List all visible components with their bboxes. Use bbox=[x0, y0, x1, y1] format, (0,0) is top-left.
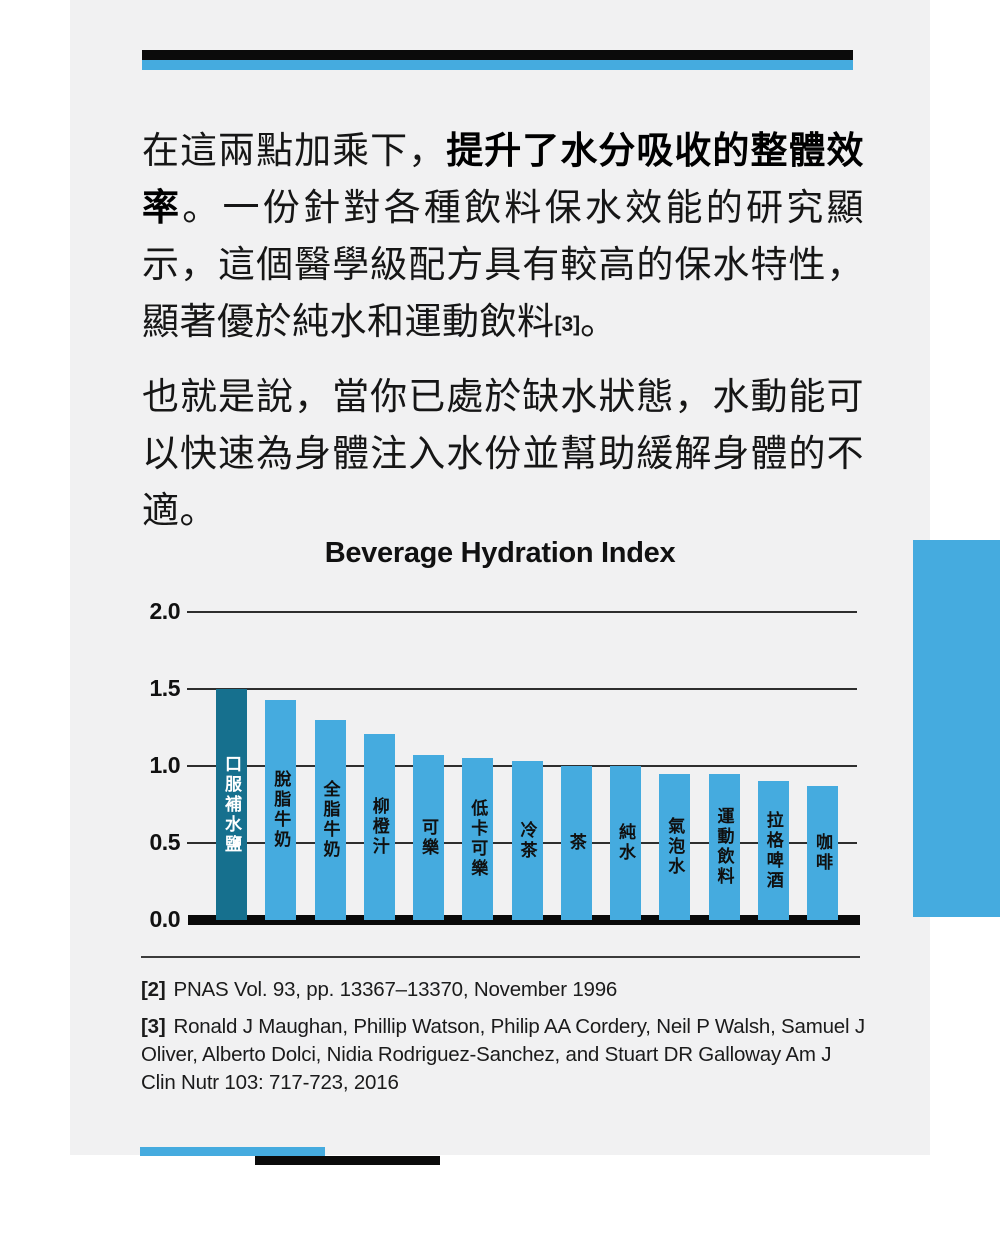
chart-bar-label: 運動飲料 bbox=[714, 807, 734, 887]
top-accent-black-bar bbox=[142, 50, 853, 60]
footnote-divider bbox=[141, 956, 860, 958]
chart-bar-13: 咖啡 bbox=[807, 786, 838, 920]
right-blue-rectangle bbox=[913, 540, 1000, 917]
bottom-accent-blue-bar bbox=[140, 1147, 325, 1156]
y-axis-tick-0.5: 0.5 bbox=[149, 829, 181, 855]
chart-bar-1: 口服補水鹽 bbox=[216, 689, 247, 920]
paragraph-2: 也就是說，當你已處於缺水狀態，水動能可以快速為身體注入水份並幫助緩解身體的不適。 bbox=[142, 376, 864, 531]
chart-bar-8: 茶 bbox=[560, 766, 592, 920]
footnote-2: [2] PNAS Vol. 93, pp. 13367–13370, Novemb… bbox=[141, 976, 869, 1004]
chart-bar-label: 全脂牛奶 bbox=[320, 780, 340, 860]
top-accent-blue-bar bbox=[142, 60, 853, 70]
chart-bar-label: 咖啡 bbox=[813, 833, 832, 873]
bottom-accent-black-bar bbox=[255, 1156, 440, 1165]
hydration-index-bar-chart: 2.0 1.5 1.0 0.5 0.0 口服補水鹽 脫脂牛奶 全脂牛奶 柳橙汁 可樂 低卡可樂 冷茶 茶… bbox=[140, 590, 864, 940]
chart-bar-2: 脫脂牛奶 bbox=[265, 700, 297, 920]
chart-bar-label: 純水 bbox=[616, 823, 635, 863]
chart-bar-12: 拉格啤酒 bbox=[757, 781, 789, 920]
gridline-2.0 bbox=[187, 611, 857, 613]
chart-bar-5: 可樂 bbox=[413, 755, 444, 920]
paragraph-1: 在這兩點加乘下，提升了水分吸收的整體效率。一份針對各種飲料保水效能的研究顯示，這… bbox=[142, 130, 865, 342]
chart-bar-10: 氣泡水 bbox=[659, 774, 691, 920]
chart-bar-6: 低卡可樂 bbox=[462, 758, 494, 920]
chart-bar-label: 冷茶 bbox=[517, 820, 537, 861]
footnote-3: [3] Ronald J Maughan, Phillip Watson, Phi… bbox=[141, 1013, 869, 1097]
chart-bar-3: 全脂牛奶 bbox=[314, 720, 346, 920]
chart-bar-9: 純水 bbox=[610, 766, 641, 920]
gridline-1.5 bbox=[187, 688, 857, 690]
footnote-3-text: Ronald J Maughan, Phillip Watson, Philip… bbox=[141, 1015, 865, 1094]
footnote-ref-inline: [3] bbox=[554, 313, 581, 336]
y-axis-tick-2.0: 2.0 bbox=[149, 598, 181, 624]
y-axis-tick-0.0: 0.0 bbox=[149, 906, 181, 932]
chart-bar-label: 拉格啤酒 bbox=[763, 810, 783, 891]
chart-bar-label: 可樂 bbox=[419, 817, 438, 858]
footnotes-section: [2] PNAS Vol. 93, pp. 13367–13370, Novemb… bbox=[141, 976, 869, 1106]
chart-bar-label: 柳橙汁 bbox=[369, 797, 389, 857]
y-axis-tick-1.0: 1.0 bbox=[149, 752, 181, 778]
chart-x-axis-baseline bbox=[188, 915, 860, 925]
chart-bar-label: 低卡可樂 bbox=[468, 799, 488, 879]
chart-bar-label: 茶 bbox=[566, 833, 586, 853]
footnote-3-ref: [3] bbox=[141, 1015, 166, 1038]
chart-bar-label: 口服補水鹽 bbox=[222, 754, 241, 855]
chart-bar-4: 柳橙汁 bbox=[363, 734, 395, 920]
chart-bar-7: 冷茶 bbox=[511, 761, 543, 920]
chart-title: Beverage Hydration Index bbox=[324, 537, 676, 569]
y-axis-tick-1.5: 1.5 bbox=[149, 675, 181, 701]
chart-bar-label: 脫脂牛奶 bbox=[271, 770, 291, 850]
chart-bar-11: 運動飲料 bbox=[708, 774, 740, 920]
footnote-2-ref: [2] bbox=[141, 978, 166, 1001]
chart-bar-label: 氣泡水 bbox=[665, 817, 685, 877]
article-card: 在這兩點加乘下，提升了水分吸收的整體效率。一份針對各種飲料保水效能的研究顯示，這… bbox=[70, 0, 930, 1156]
footnote-2-text: PNAS Vol. 93, pp. 13367–13370, November … bbox=[173, 978, 618, 1001]
